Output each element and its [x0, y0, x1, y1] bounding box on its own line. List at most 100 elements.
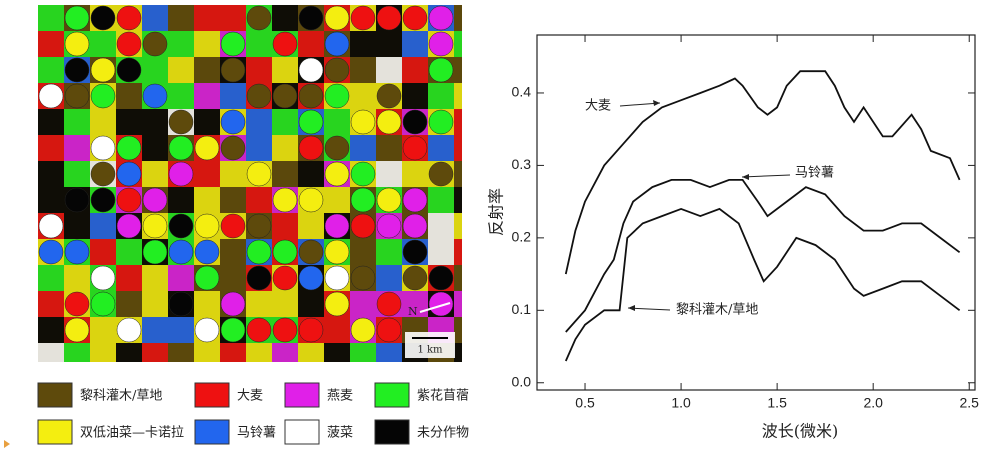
legend-swatch — [38, 383, 72, 407]
pivot-field — [351, 188, 375, 212]
pivot-field — [325, 6, 349, 30]
pivot-field — [117, 58, 141, 82]
field — [376, 343, 402, 362]
field — [298, 31, 324, 57]
field — [90, 31, 116, 57]
field — [168, 343, 194, 362]
field — [454, 109, 462, 135]
pivot-field — [143, 84, 167, 108]
pivot-field — [39, 240, 63, 264]
pivot-field — [247, 240, 271, 264]
pivot-field — [65, 292, 89, 316]
field — [454, 213, 462, 239]
field — [246, 291, 272, 317]
pivot-field — [403, 214, 427, 238]
north-label: N — [408, 305, 418, 318]
x-tick-label: 2.0 — [863, 395, 883, 411]
pivot-field — [91, 162, 115, 186]
page: 1 kmN 波长(微米) 反射率 大麦 马铃薯 黎科灌木/草地 黎科灌木/草地大… — [0, 0, 993, 451]
field — [142, 265, 168, 291]
field — [220, 161, 246, 187]
plot-frame — [537, 35, 975, 390]
pivot-field — [299, 136, 323, 160]
pivot-field — [351, 266, 375, 290]
field — [454, 239, 462, 265]
legend-label: 菠菜 — [327, 426, 353, 441]
pivot-field — [169, 110, 193, 134]
legend-label: 马铃薯 — [237, 426, 276, 441]
field — [376, 239, 402, 265]
pivot-field — [221, 58, 245, 82]
pivot-field — [325, 292, 349, 316]
pivot-field — [429, 32, 453, 56]
field — [116, 109, 142, 135]
field — [90, 317, 116, 343]
pivot-field — [195, 266, 219, 290]
legend-swatch — [195, 420, 229, 444]
pivot-field — [65, 84, 89, 108]
field — [324, 109, 350, 135]
pivot-field — [403, 136, 427, 160]
field — [194, 83, 220, 109]
field — [454, 161, 462, 187]
field — [194, 161, 220, 187]
legend-label: 燕麦 — [327, 389, 353, 404]
pivot-field — [325, 58, 349, 82]
field — [168, 31, 194, 57]
field — [454, 57, 462, 83]
pivot-field — [403, 240, 427, 264]
y-tick-label: 0.4 — [512, 84, 532, 100]
legend-swatch — [375, 383, 409, 407]
pivot-field — [351, 318, 375, 342]
field — [376, 57, 402, 83]
pivot-field — [247, 162, 271, 186]
field — [90, 213, 116, 239]
legend-swatch — [195, 383, 229, 407]
annotation-arrow — [742, 175, 790, 177]
field — [142, 317, 168, 343]
pivot-field — [65, 58, 89, 82]
field — [350, 31, 376, 57]
x-tick-label: 1.0 — [671, 395, 691, 411]
field — [194, 291, 220, 317]
pivot-field — [143, 214, 167, 238]
field — [38, 161, 64, 187]
field — [454, 291, 462, 317]
spectral-curve — [566, 209, 960, 361]
field — [246, 187, 272, 213]
field — [64, 265, 90, 291]
legend-swatch — [38, 420, 72, 444]
field — [64, 161, 90, 187]
pivot-field — [299, 6, 323, 30]
field — [454, 265, 462, 291]
pivot-field — [91, 6, 115, 30]
field — [142, 291, 168, 317]
pivot-field — [325, 136, 349, 160]
pivot-field — [221, 292, 245, 316]
pivot-field — [91, 136, 115, 160]
pivot-field — [377, 318, 401, 342]
y-tick-label: 0.2 — [512, 229, 532, 245]
field — [220, 83, 246, 109]
annotation: 大麦 — [585, 99, 611, 114]
pivot-field — [377, 84, 401, 108]
field — [142, 5, 168, 31]
pivot-field — [377, 188, 401, 212]
pivot-field — [299, 240, 323, 264]
field — [402, 161, 428, 187]
field — [428, 187, 454, 213]
spectral-curve — [566, 71, 960, 274]
field — [272, 5, 298, 31]
classified-image: 1 kmN — [38, 5, 462, 362]
field — [38, 343, 64, 362]
y-tick-label: 0.3 — [512, 156, 532, 172]
field — [142, 109, 168, 135]
field — [298, 291, 324, 317]
field — [194, 57, 220, 83]
field — [64, 343, 90, 362]
pivot-field — [169, 240, 193, 264]
x-tick-label: 1.5 — [767, 395, 787, 411]
field — [454, 83, 462, 109]
legend-label: 黎科灌木/草地 — [80, 389, 162, 404]
pivot-field — [325, 84, 349, 108]
